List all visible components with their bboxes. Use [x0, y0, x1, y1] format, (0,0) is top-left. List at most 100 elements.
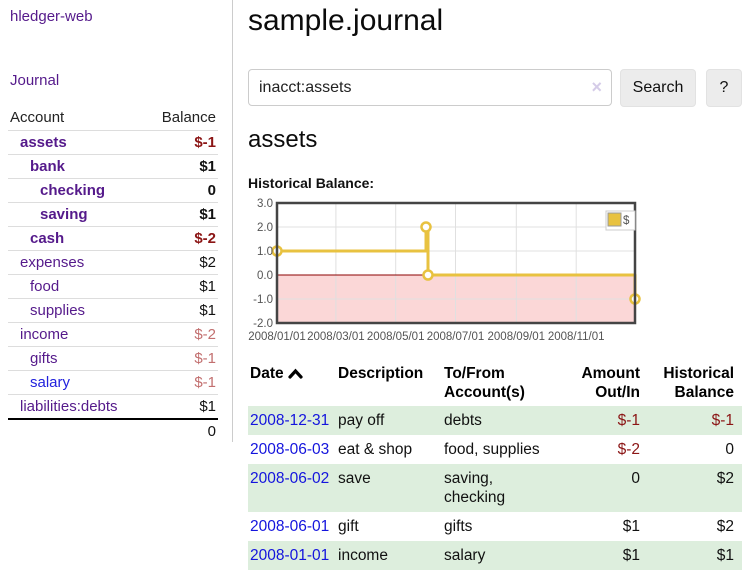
account-balance: $-2 [145, 322, 218, 347]
svg-text:2008/03/01: 2008/03/01 [307, 331, 365, 343]
account-balance: $1 [145, 394, 218, 419]
transaction-balance: $1 [716, 547, 734, 564]
search-bar: × Search ? [248, 69, 742, 107]
account-link-bank[interactable]: bank [30, 158, 66, 175]
account-link-salary[interactable]: salary [30, 374, 71, 391]
svg-text:-2.0: -2.0 [253, 318, 273, 330]
accounts-balance-table: Account Balance assets $-1 bank $1 check… [8, 106, 218, 443]
account-balance: $1 [145, 154, 218, 179]
historical-balance-chart[interactable]: $ 3.0 2.0 1.0 0.0 -1.0 -2.0 2008/01/01 2… [240, 198, 642, 350]
transaction-accounts: saving, checking [444, 470, 506, 506]
account-link-liabilities-debts[interactable]: liabilities:debts [20, 397, 118, 415]
balance-column-header: Historical Balance [663, 365, 734, 401]
current-account-heading: assets [248, 126, 318, 153]
legend-swatch-icon [607, 212, 622, 227]
help-button[interactable]: ? [706, 69, 742, 107]
sort-ascending-icon [288, 365, 303, 384]
account-link-checking[interactable]: checking [40, 182, 106, 199]
transaction-amount: $1 [622, 518, 640, 535]
chart-x-axis-labels: 2008/01/01 2008/03/01 2008/05/01 2008/07… [248, 331, 604, 343]
account-link-expenses[interactable]: expenses [20, 254, 85, 271]
register-table: Date Description To/From Account(s) Amoun… [248, 360, 742, 570]
transaction-amount: $-2 [617, 441, 640, 458]
account-row-gifts: gifts $-1 [8, 346, 218, 371]
transaction-description: eat & shop [338, 441, 413, 458]
transaction-accounts: salary [444, 547, 486, 564]
transaction-accounts: gifts [444, 518, 473, 535]
balance-column-header: Balance [161, 109, 216, 126]
account-balance: $-1 [145, 370, 218, 395]
chart-legend: $ [605, 210, 636, 231]
description-column-header: Description [338, 365, 424, 382]
account-balance: $1 [145, 274, 218, 299]
svg-text:2.0: 2.0 [257, 222, 273, 234]
account-row-bank: bank $1 [8, 154, 218, 179]
page-title: sample.journal [248, 4, 444, 37]
account-link-supplies[interactable]: supplies [30, 302, 86, 319]
svg-text:2008/05/01: 2008/05/01 [367, 331, 425, 343]
account-column-header: Account [10, 109, 65, 126]
account-balance: 0 [145, 178, 218, 203]
transaction-balance: $-1 [711, 412, 734, 429]
account-balance: $-1 [145, 130, 218, 155]
transaction-balance: $2 [716, 470, 734, 487]
account-row-income: income $-2 [8, 322, 218, 347]
legend-label: $ [623, 215, 630, 227]
search-button[interactable]: Search [620, 69, 696, 107]
transaction-accounts: debts [444, 412, 482, 429]
account-link-assets[interactable]: assets [20, 134, 67, 151]
chart-canvas: $ 3.0 2.0 1.0 0.0 -1.0 -2.0 2008/01/01 2… [248, 198, 641, 343]
transaction-amount: 0 [631, 470, 640, 487]
app-brand-link[interactable]: hledger-web [10, 8, 93, 25]
transaction-date-link[interactable]: 2008-06-03 [250, 441, 330, 458]
svg-text:3.0: 3.0 [257, 198, 273, 210]
transaction-date-link[interactable]: 2008-06-02 [250, 470, 330, 487]
search-input[interactable] [248, 69, 612, 106]
transaction-description: pay off [338, 412, 385, 429]
amount-column-header: Amount Out/In [581, 365, 640, 401]
account-row-salary: salary $-1 [8, 370, 218, 395]
chart-title: Historical Balance: [248, 175, 375, 191]
transaction-amount: $-1 [617, 412, 640, 429]
account-balance: $1 [145, 298, 218, 323]
accounts-total-row: 0 [8, 417, 218, 443]
svg-text:2008/09/01: 2008/09/01 [488, 331, 546, 343]
account-link-income[interactable]: income [20, 326, 69, 343]
account-row-food: food $1 [8, 274, 218, 299]
chart-y-axis-labels: 3.0 2.0 1.0 0.0 -1.0 -2.0 [253, 198, 273, 330]
account-row-expenses: expenses $2 [8, 250, 218, 275]
account-row-checking: checking 0 [8, 178, 218, 203]
account-link-saving[interactable]: saving [40, 206, 88, 223]
svg-text:2008/01/01: 2008/01/01 [248, 331, 306, 343]
account-row-assets: assets $-1 [8, 130, 218, 155]
account-link-food[interactable]: food [30, 278, 60, 295]
tofrom-column-header: To/From Account(s) [444, 365, 525, 401]
svg-text:2008/11/01: 2008/11/01 [548, 331, 605, 343]
transaction-balance: $2 [716, 518, 734, 535]
transaction-description: gift [338, 518, 359, 535]
account-row-supplies: supplies $1 [8, 298, 218, 323]
clear-search-icon[interactable]: × [591, 77, 602, 97]
transaction-accounts: food, supplies [444, 441, 540, 458]
account-link-cash[interactable]: cash [30, 230, 65, 247]
transaction-row: 2008-06-03 eat & shop food, supplies $-2… [248, 435, 742, 464]
chart-border [275, 201, 637, 325]
transaction-date-link[interactable]: 2008-01-01 [250, 547, 330, 564]
svg-text:0.0: 0.0 [257, 270, 273, 282]
sidebar-divider [232, 0, 233, 442]
transaction-date-link[interactable]: 2008-12-31 [250, 412, 330, 429]
svg-text:1.0: 1.0 [257, 246, 273, 258]
account-row-liabilities-debts: liabilities:debts $1 [8, 394, 218, 419]
account-row-cash: cash $-2 [8, 226, 218, 251]
sidebar-item-journal[interactable]: Journal [10, 72, 60, 89]
account-balance: $-1 [145, 346, 218, 371]
transaction-row: 2008-12-31 pay off debts $-1 $-1 [248, 406, 742, 435]
accounts-table-header: Account Balance [8, 106, 218, 131]
transaction-description: save [338, 470, 371, 487]
account-row-saving: saving $1 [8, 202, 218, 227]
date-column-header[interactable]: Date [248, 360, 338, 406]
account-link-gifts[interactable]: gifts [30, 350, 58, 367]
accounts-total-value: 0 [145, 417, 218, 443]
account-balance: $2 [145, 250, 218, 275]
transaction-date-link[interactable]: 2008-06-01 [250, 518, 330, 535]
